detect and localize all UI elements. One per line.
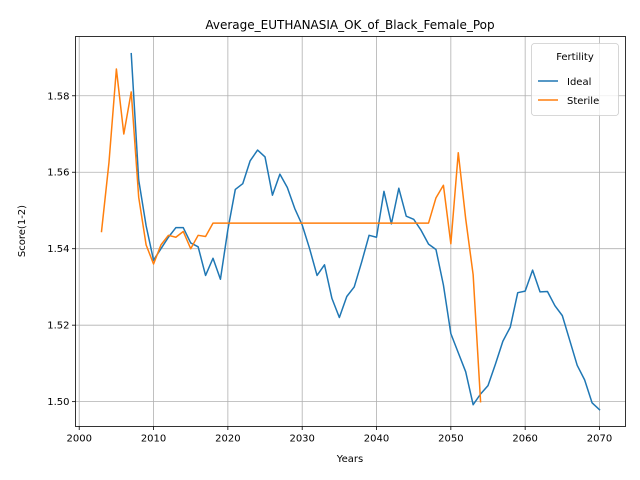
- y-tick-label: 1.52: [47, 321, 69, 332]
- x-tick-label: 2000: [66, 434, 91, 445]
- y-axis-ticks: 1.50 1.52 1.54 1.56 1.58: [47, 91, 76, 408]
- chart-title: Average_EUTHANASIA_OK_of_Black_Female_Po…: [205, 18, 494, 32]
- plot-frame: [75, 36, 626, 427]
- y-axis-label: Score(1-2): [17, 205, 28, 257]
- legend-label-ideal: Ideal: [567, 77, 591, 88]
- x-tick-label: 2010: [141, 434, 166, 445]
- y-tick-label: 1.50: [47, 397, 69, 408]
- x-tick-label: 2040: [364, 434, 389, 445]
- x-axis-ticks: 2000 2010 2020 2030 2040 2050 2060 2070: [66, 426, 612, 445]
- x-tick-label: 2070: [587, 434, 612, 445]
- x-axis-label: Years: [336, 454, 363, 465]
- legend-label-sterile: Sterile: [567, 96, 599, 107]
- y-tick-label: 1.58: [47, 91, 69, 102]
- x-tick-label: 2060: [512, 434, 537, 445]
- legend: Fertility Ideal Sterile: [531, 43, 619, 116]
- x-tick-label: 2020: [215, 434, 240, 445]
- y-tick-label: 1.56: [47, 168, 69, 179]
- legend-title: Fertility: [556, 52, 594, 63]
- series-line-ideal: [130, 52, 601, 411]
- x-tick-label: 2050: [438, 434, 463, 445]
- series-line-sterile: [100, 68, 482, 403]
- series-lines: [100, 52, 601, 411]
- y-tick-label: 1.54: [47, 244, 69, 255]
- x-tick-label: 2030: [289, 434, 314, 445]
- legend-box: [531, 43, 619, 116]
